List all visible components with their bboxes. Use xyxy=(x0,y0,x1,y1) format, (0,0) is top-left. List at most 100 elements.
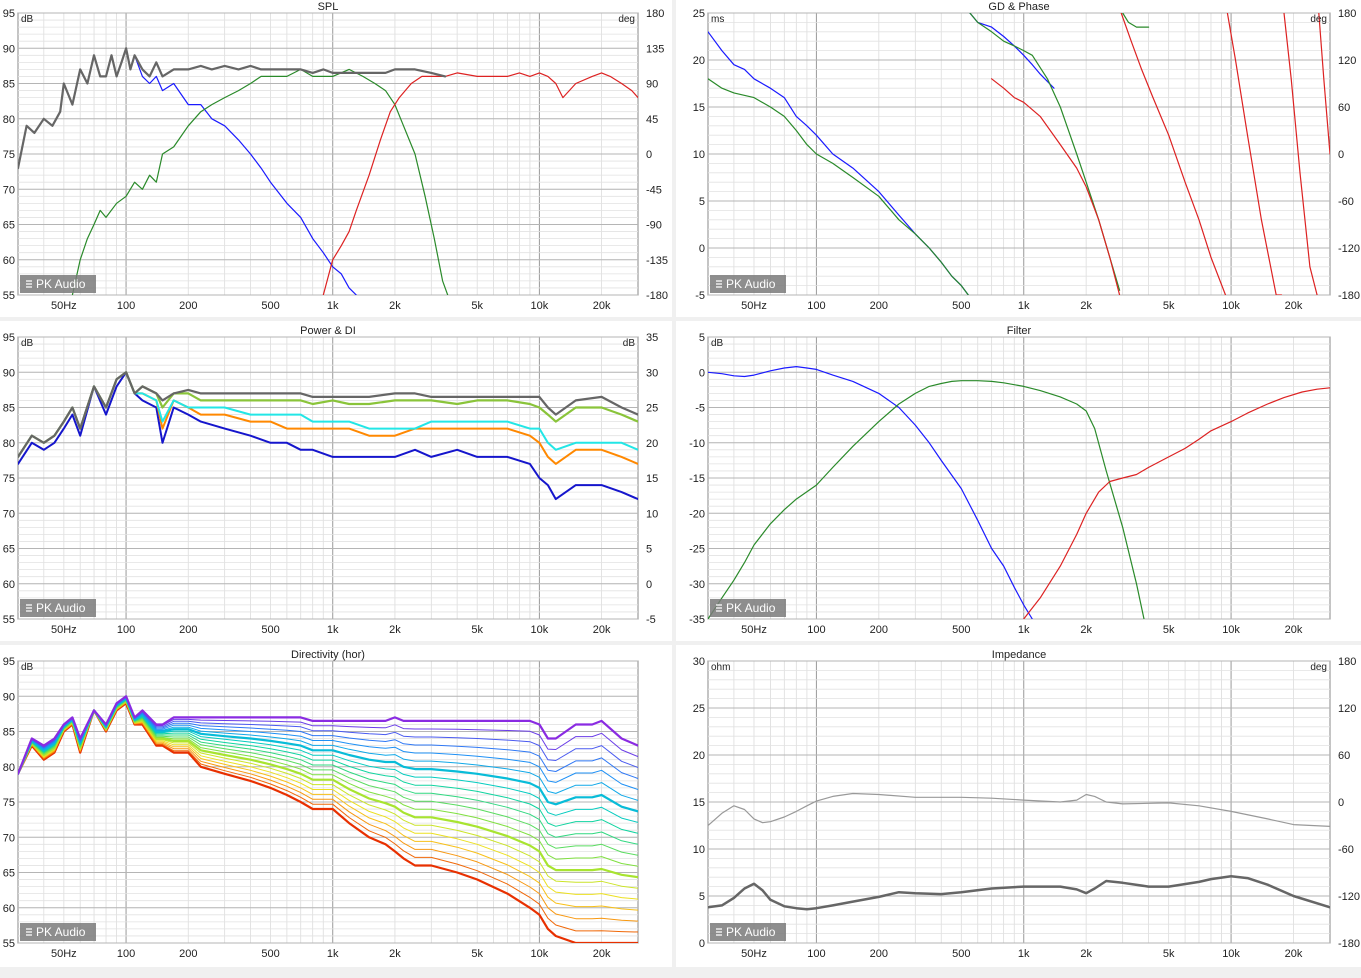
x-tick-label: 50Hz xyxy=(51,300,77,312)
y-tick-label: 60 xyxy=(3,579,15,591)
y2-tick-label: 25 xyxy=(646,403,658,415)
x-tick-label: 200 xyxy=(179,624,197,636)
x-tick-label: 10k xyxy=(1222,948,1240,960)
y-tick-label: 25 xyxy=(693,8,705,20)
x-tick-label: 10k xyxy=(1222,300,1240,312)
y2-tick-label: 15 xyxy=(646,473,658,485)
plot-lines xyxy=(708,13,1330,295)
x-tick-label: 2k xyxy=(389,948,401,960)
y-tick-label: 85 xyxy=(3,79,15,91)
series-line-1 xyxy=(708,875,1330,911)
x-tick-label: 50Hz xyxy=(741,300,767,312)
watermark: PK Audio xyxy=(20,275,96,293)
x-tick-label: 20k xyxy=(593,300,611,312)
watermark: PK Audio xyxy=(710,275,786,293)
x-tick-label: 100 xyxy=(117,300,135,312)
y-tick-label: 55 xyxy=(3,290,15,302)
series-line-8 xyxy=(1283,13,1318,295)
x-tick-label: 100 xyxy=(807,624,825,636)
y2-axis-label: deg xyxy=(1310,14,1327,25)
x-tick-label: 50Hz xyxy=(741,948,767,960)
chart-title: Impedance xyxy=(992,649,1046,661)
x-tick-label: 50Hz xyxy=(741,624,767,636)
plot-lines xyxy=(18,695,638,943)
watermark-text: PK Audio xyxy=(36,601,86,615)
y-tick-label: 25 xyxy=(693,703,705,715)
watermark-text: PK Audio xyxy=(36,925,86,939)
series-line-9 xyxy=(1318,13,1330,155)
watermark-logo-icon xyxy=(26,280,32,288)
y-tick-label: 30 xyxy=(693,656,705,668)
y-tick-label: -20 xyxy=(689,508,705,520)
y-tick-label: 15 xyxy=(693,102,705,114)
chart-gd: GD & Phase ms deg -5 0 5 10 15 20 25 -180 -120 -60 0 6… xyxy=(676,0,1361,317)
y2-tick-label: -120 xyxy=(1338,891,1360,903)
grid xyxy=(708,336,1330,620)
y-tick-label: 95 xyxy=(3,332,15,344)
y2-tick-label: 0 xyxy=(646,149,652,161)
y2-tick-label: 60 xyxy=(1338,102,1350,114)
y-tick-label: 20 xyxy=(693,750,705,762)
watermark-logo-icon xyxy=(716,604,722,612)
watermark-logo-icon xyxy=(26,928,32,936)
x-tick-label: 2k xyxy=(1080,300,1092,312)
watermark-bg xyxy=(710,923,786,941)
y-tick-label: 75 xyxy=(3,473,15,485)
watermark-text: PK Audio xyxy=(726,601,776,615)
x-tick-label: 100 xyxy=(117,624,135,636)
x-tick-label: 200 xyxy=(870,300,888,312)
watermark-logo-icon xyxy=(26,604,32,612)
chart-title: GD & Phase xyxy=(988,1,1049,13)
watermark-bg xyxy=(20,275,96,293)
y-tick-label: 15 xyxy=(693,797,705,809)
y-tick-label: 60 xyxy=(3,903,15,915)
chart-power: Power & DI dB dB 55 60 65 70 75 80 85 90 95 -5 0 5 10 15… xyxy=(0,321,672,641)
x-tick-label: 200 xyxy=(870,624,888,636)
y2-tick-label: -180 xyxy=(1338,290,1360,302)
x-tick-label: 10k xyxy=(531,948,549,960)
series-line-1 xyxy=(708,380,1145,619)
chart-spl: SPL dB deg 55 60 65 70 75 80 85 90 95 -180 -135 -90 -45… xyxy=(0,0,672,317)
y2-tick-label: 90 xyxy=(646,79,658,91)
x-tick-label: 5k xyxy=(1163,948,1175,960)
series-line-0 xyxy=(708,366,1033,619)
chart-title: Power & DI xyxy=(300,325,356,337)
y-tick-label: 5 xyxy=(699,196,705,208)
x-tick-label: 2k xyxy=(1080,948,1092,960)
y-tick-label: 0 xyxy=(699,367,705,379)
y2-tick-label: -5 xyxy=(646,614,656,626)
y-tick-label: 80 xyxy=(3,762,15,774)
x-tick-label: 50Hz xyxy=(51,948,77,960)
watermark-bg xyxy=(20,599,96,617)
x-tick-label: 2k xyxy=(389,624,401,636)
series-line-4 xyxy=(1122,13,1150,28)
x-tick-label: 20k xyxy=(593,948,611,960)
plot-lines xyxy=(708,366,1330,619)
y2-tick-label: -120 xyxy=(1338,243,1360,255)
y-tick-label: 85 xyxy=(3,727,15,739)
x-tick-label: 100 xyxy=(807,300,825,312)
y-tick-label: 70 xyxy=(3,184,15,196)
y2-tick-label: -60 xyxy=(1338,844,1354,856)
y2-tick-label: 10 xyxy=(646,508,658,520)
y2-tick-label: 0 xyxy=(646,579,652,591)
x-tick-label: 2k xyxy=(1080,624,1092,636)
x-tick-label: 200 xyxy=(870,948,888,960)
y2-tick-label: 0 xyxy=(1338,149,1344,161)
y-axis-label: dB xyxy=(711,338,724,349)
x-tick-label: 5k xyxy=(471,300,483,312)
x-tick-label: 10k xyxy=(531,300,549,312)
y-tick-label: -15 xyxy=(689,473,705,485)
y-tick-label: -10 xyxy=(689,438,705,450)
y-tick-label: 80 xyxy=(3,438,15,450)
series-line-4 xyxy=(18,371,638,458)
series-line-1 xyxy=(71,68,449,295)
y-tick-label: 60 xyxy=(3,255,15,267)
y-tick-label: -5 xyxy=(695,403,705,415)
y-tick-label: 75 xyxy=(3,149,15,161)
x-tick-label: 500 xyxy=(952,300,970,312)
y-tick-label: -30 xyxy=(689,579,705,591)
y-tick-label: 5 xyxy=(699,332,705,344)
x-tick-label: 10k xyxy=(1222,624,1240,636)
